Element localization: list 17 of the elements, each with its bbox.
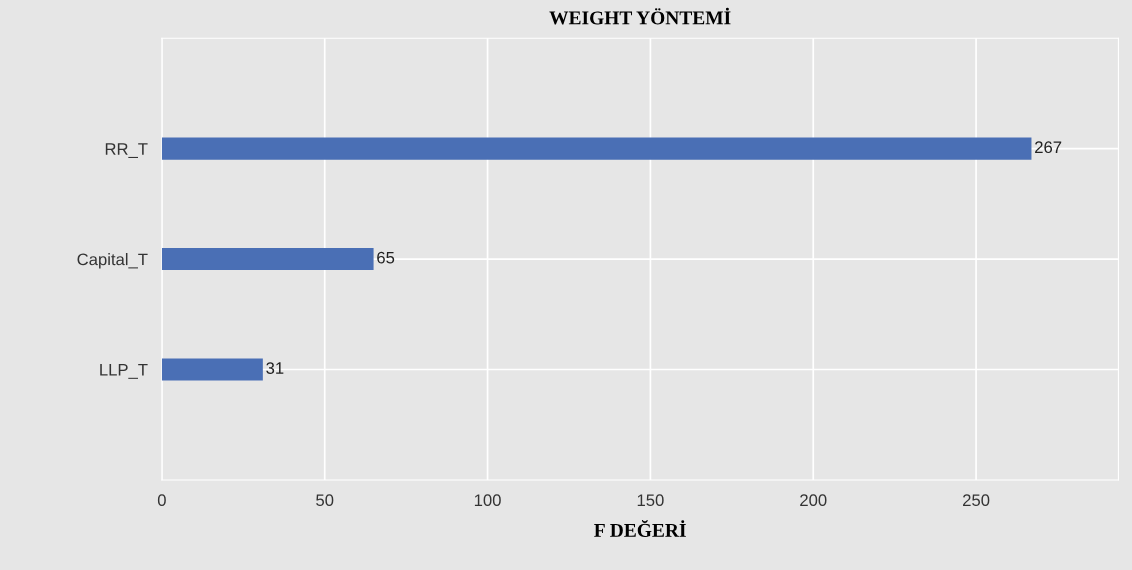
data-label: 267: [1035, 141, 1062, 154]
y-tick-label: Capital_T: [77, 253, 148, 269]
x-tick-label: 50: [316, 494, 334, 507]
x-tick-label: 150: [637, 494, 664, 507]
y-tick-label: LLP_T: [100, 364, 148, 379]
bar: [161, 137, 1032, 160]
x-axis-title: F DEĞERİ: [594, 519, 686, 537]
x-tick-label: 250: [963, 494, 990, 507]
x-tick-label: 200: [800, 494, 827, 507]
data-label: 65: [377, 251, 395, 264]
data-label: 31: [266, 362, 284, 374]
x-tick-label: 100: [474, 494, 501, 507]
x-tick-label: 0: [157, 494, 166, 507]
bar: [161, 358, 263, 381]
y-tick-label: RR_T: [105, 143, 148, 158]
chart-title: WEIGHT YÖNTEMİ: [549, 7, 731, 25]
bar: [161, 248, 374, 271]
